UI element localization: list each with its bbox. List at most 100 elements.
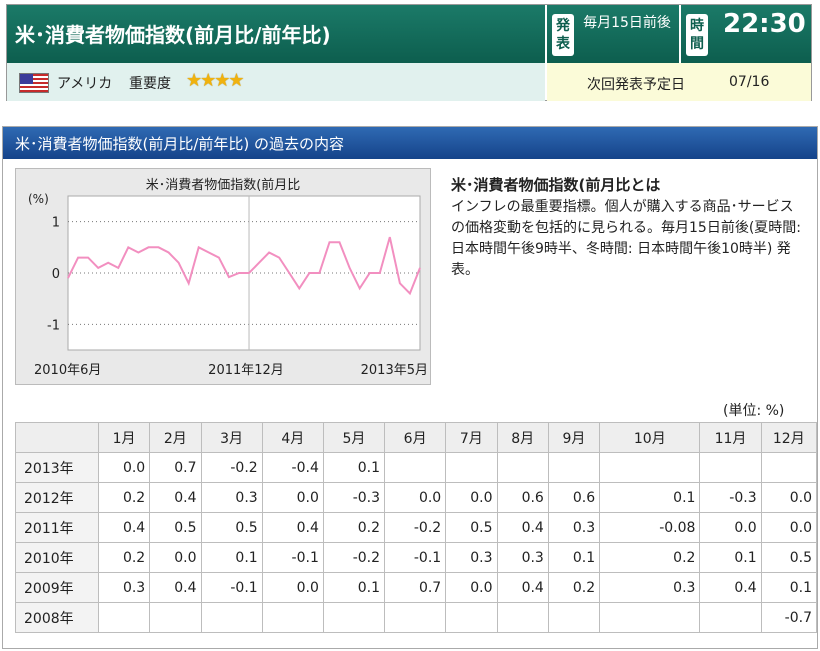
table-cell (200, 602, 263, 633)
month-header-row: 1月 2月 3月 4月 5月 6月 7月 8月 9月 10月 11月 12月 (15, 422, 818, 453)
next-release-date: 07/16 (729, 74, 770, 90)
year-label: 2013年 (15, 452, 99, 483)
table-cell: -0.2 (384, 512, 447, 543)
month-header: 7月 (445, 422, 498, 453)
month-header: 8月 (496, 422, 549, 453)
info-bar: アメリカ 重要度 ★★★★ (7, 63, 545, 101)
y-axis-label: (%) (28, 192, 49, 206)
table-cell: 0.4 (149, 482, 202, 513)
table-cell: 0.2 (599, 542, 701, 573)
table-row: 2008年 -0.7 (15, 602, 818, 633)
table-cell: 0.3 (445, 542, 498, 573)
y-tick-label: 1 (52, 216, 60, 231)
table-row: 2011年 0.4 0.5 0.5 0.4 0.2 -0.2 0.5 0.4 0.3 -0.08 0.… (15, 512, 818, 543)
table-cell (547, 602, 601, 633)
table-cell: -0.1 (384, 542, 447, 573)
table-cell (547, 452, 601, 483)
table-cell: 0.4 (97, 512, 151, 543)
table-cell: -0.08 (599, 512, 701, 543)
table-cell: 0.6 (547, 482, 601, 513)
month-header: 12月 (760, 422, 818, 453)
table-cell: 0.4 (496, 512, 549, 543)
table-cell: 0.3 (547, 512, 601, 543)
table-cell: 0.1 (699, 542, 762, 573)
table-row: 2009年 0.3 0.4 -0.1 0.0 0.1 0.7 0.0 0.4 0.2 0.3 0.4 0… (15, 572, 818, 603)
table-cell (445, 602, 498, 633)
unit-label: (単位: %) (723, 403, 785, 419)
table-cell: 0.7 (149, 452, 202, 483)
table-corner (15, 422, 99, 453)
table-cell: -0.3 (699, 482, 762, 513)
table-cell: 0.0 (699, 512, 762, 543)
table-cell: 0.2 (97, 482, 151, 513)
table-cell (384, 602, 447, 633)
table-cell: 0.2 (322, 512, 386, 543)
section-heading: 米･消費者物価指数(前月比/前年比) の過去の内容 (3, 127, 817, 159)
month-header: 11月 (699, 422, 762, 453)
description: 米･消費者物価指数(前月比とは インフレの最重要指標。個人が購入する商品･サービ… (451, 175, 807, 281)
table-cell: 0.3 (599, 572, 701, 603)
month-header: 10月 (599, 422, 701, 453)
year-label: 2010年 (15, 542, 99, 573)
table-cell: 0.0 (384, 482, 447, 513)
table-cell (599, 602, 701, 633)
table-cell (445, 452, 498, 483)
table-cell (384, 452, 447, 483)
description-body: インフレの最重要指標。個人が購入する商品･サービスの価格変動を包括的に見られる。… (451, 199, 801, 278)
table-cell: 0.3 (496, 542, 549, 573)
table-cell (496, 452, 549, 483)
y-tick-label: -1 (47, 318, 60, 333)
table-cell: 0.1 (760, 572, 818, 603)
table-cell: 0.5 (149, 512, 202, 543)
importance-stars-icon: ★★★★ (186, 70, 245, 91)
table-cell: 0.0 (445, 482, 498, 513)
table-cell: 0.6 (496, 482, 549, 513)
table-cell: 0.1 (200, 542, 263, 573)
table-cell (699, 452, 762, 483)
table-cell: 0.4 (496, 572, 549, 603)
month-header: 1月 (97, 422, 151, 453)
month-header: 6月 (384, 422, 447, 453)
table-cell (599, 452, 701, 483)
release-time-box: 時間 22:30 (681, 5, 811, 63)
year-label: 2008年 (15, 602, 99, 633)
table-cell: 0.7 (384, 572, 447, 603)
table-cell: 0.1 (547, 542, 601, 573)
history-table: 1月 2月 3月 4月 5月 6月 7月 8月 9月 10月 11月 12月 2013年 0.0 0.7-… (15, 422, 818, 633)
table-cell: 0.1 (322, 452, 386, 483)
series-line (67, 236, 421, 296)
month-header: 5月 (322, 422, 386, 453)
table-cell: 0.4 (149, 572, 202, 603)
release-schedule-box: 発表 毎月15日前後 (547, 5, 679, 63)
table-cell: 0.0 (97, 452, 151, 483)
description-title: 米･消費者物価指数(前月比とは (451, 176, 661, 194)
table-cell (97, 602, 151, 633)
release-time: 22:30 (723, 9, 806, 39)
table-cell (699, 602, 762, 633)
country-label: アメリカ (57, 76, 113, 92)
release-text: 毎月15日前後 (583, 15, 671, 31)
table-cell: 0.1 (599, 482, 701, 513)
history-section: 米･消費者物価指数(前月比/前年比) の過去の内容 米･消費者物価指数(前月比 … (2, 126, 818, 649)
year-label: 2009年 (15, 572, 99, 603)
chart-svg: 1 0 -1 (%) 2010年6月 2011年12月 2013年5月 (28, 192, 428, 378)
indicator-title: 米･消費者物価指数(前月比/前年比) (7, 5, 545, 63)
table-cell (149, 602, 202, 633)
table-cell: 0.0 (760, 512, 818, 543)
table-cell: 0.5 (200, 512, 263, 543)
indicator-header: 米･消費者物価指数(前月比/前年比) 発表 毎月15日前後 時間 22:30 ア… (6, 4, 812, 101)
y-tick-label: 0 (52, 267, 60, 282)
month-header: 4月 (261, 422, 324, 453)
importance-label: 重要度 (129, 76, 171, 92)
table-cell (496, 602, 549, 633)
table-cell: 0.5 (445, 512, 498, 543)
table-cell: 0.3 (97, 572, 151, 603)
table-cell: 0.0 (149, 542, 202, 573)
table-cell: 0.3 (200, 482, 263, 513)
table-cell: -0.3 (322, 482, 386, 513)
x-tick-label: 2010年6月 (34, 363, 101, 378)
year-label: 2011年 (15, 512, 99, 543)
time-tag: 時間 (686, 14, 708, 56)
table-cell: 0.0 (261, 572, 324, 603)
us-flag-icon (19, 73, 49, 93)
